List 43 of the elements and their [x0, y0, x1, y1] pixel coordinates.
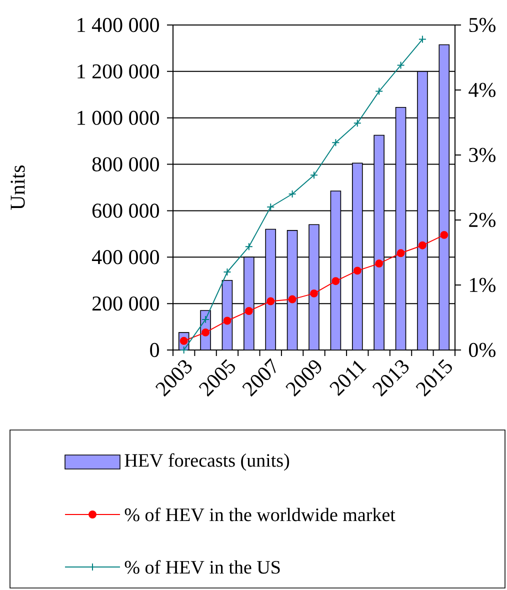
legend-label: % of HEV in the US	[124, 560, 280, 574]
point	[202, 328, 210, 336]
point	[223, 316, 232, 325]
y-tick-label: 400 000	[92, 250, 160, 264]
point	[375, 87, 384, 96]
point	[353, 119, 362, 128]
y2-tick-label: 0%	[469, 342, 496, 358]
point	[180, 346, 188, 354]
y2-tick-label: 3%	[469, 148, 496, 162]
point	[418, 241, 426, 250]
point	[310, 289, 318, 298]
point	[440, 230, 448, 239]
point	[244, 242, 253, 251]
y-tick-label: 0	[150, 342, 160, 358]
y-tick-label: 1 200 000	[78, 64, 160, 79]
point	[223, 268, 232, 276]
point	[244, 307, 253, 315]
y-tick-label: 1 000 000	[78, 110, 160, 125]
point	[288, 190, 296, 198]
legend-label: HEV forecasts (units)	[124, 453, 290, 471]
point	[266, 203, 275, 211]
y-tick-label: 200 000	[92, 296, 160, 311]
y-tick-label: 800 000	[92, 157, 160, 172]
y-tick-label: 600 000	[92, 204, 160, 218]
point	[310, 171, 318, 180]
y-axis-title: Units	[10, 166, 25, 210]
y2-tick-label: 2%	[469, 212, 496, 228]
point	[266, 297, 275, 306]
y-tick-label: 1 400 000	[78, 18, 160, 32]
point	[288, 295, 296, 304]
y2-tick-label: 4%	[468, 82, 496, 98]
point	[202, 315, 210, 324]
point	[375, 260, 384, 268]
y2-tick-label: 1%	[470, 278, 496, 292]
point	[396, 249, 405, 258]
x-tick-label: 2011	[330, 360, 366, 396]
point	[396, 61, 405, 70]
legend-label: % of HEV in the worldwide market	[124, 508, 396, 522]
point	[353, 266, 362, 275]
point	[418, 35, 426, 44]
point	[332, 277, 340, 286]
y2-tick-label: 5%	[469, 18, 496, 32]
point	[332, 138, 340, 147]
